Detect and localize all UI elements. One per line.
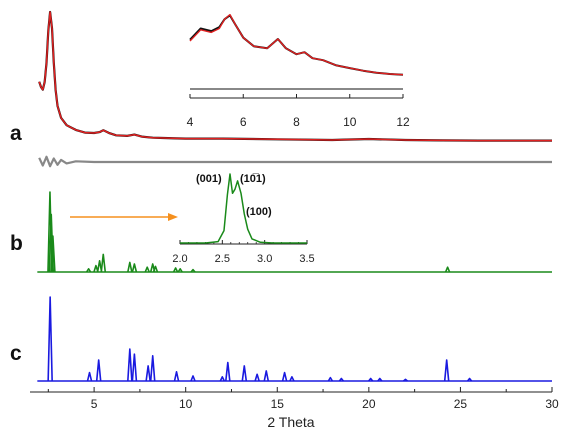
panel-c-peak-5 [145,365,151,382]
inset-b-tick-label-3.0: 3.0 [257,253,272,265]
x-tick-label-25: 25 [454,397,468,411]
x-axis-ticks: 5 10 15 20 25 30 [47,387,559,411]
inset-a-ticks: 4 6 8 10 12 [187,94,410,129]
panel-c-peak-9 [219,376,226,382]
panel-c-peak-15 [289,376,295,382]
panel-c-peak-6 [149,355,156,382]
inset-a-tick-label-4: 4 [187,115,194,129]
panel-label-b: b [10,232,23,255]
panel-b-peak-12 [172,267,179,273]
panel-b-peak-15 [444,266,451,273]
panel-a-plot [38,10,552,168]
inset-a-tick-label-6: 6 [240,115,247,129]
inset-a-tick-label-8: 8 [293,115,300,129]
x-tick-label-5: 5 [91,397,98,411]
panel-b-plot [37,191,552,273]
inset-a-series-1 [189,13,404,76]
panel-c-peak-22 [466,377,473,382]
panel-c-peak-8 [190,375,196,382]
panel-label-c: c [10,342,22,365]
panel-b-peak-7 [127,261,133,273]
panel-b-peak-3 [85,268,92,273]
peak-label-100: (100) [246,206,272,218]
panel-c-peak-4 [131,353,138,382]
x-axis-title: 2 Theta [267,414,314,430]
panel-c-peak-0 [47,296,53,382]
x-tick-label-10: 10 [179,397,193,411]
panel-a-inset: 4 6 8 10 12 [187,13,410,129]
inset-a-tick-label-12: 12 [396,115,410,129]
inset-b-series [180,173,307,244]
inset-b-tick-label-2.5: 2.5 [215,253,230,265]
x-tick-label-20: 20 [362,397,376,411]
panel-a-series-1 [38,11,552,142]
panel-c-peak-17 [338,377,344,382]
x-tick-label-30: 30 [545,397,559,411]
panel-c-peak-1 [86,371,93,382]
panel-c-peak-2 [95,359,102,382]
panel-c-plot [37,296,552,382]
panel-label-a: a [10,122,22,145]
panel-c-peak-12 [254,373,260,382]
panel-c-peak-13 [263,370,270,382]
panel-b-peak-2 [50,235,56,273]
peak-label-001: (001) [196,173,222,185]
inset-b-ticks: 2.0 2.5 3.0 3.5 [172,240,315,265]
panel-b-peak-8 [131,263,138,273]
panel-c-peak-20 [402,378,408,382]
inset-b-tick-label-2.0: 2.0 [172,253,187,265]
panel-b-peak-6 [100,253,107,273]
panel-c-peak-14 [281,371,288,382]
panel-c-peak-21 [443,359,450,382]
inset-b-profile [180,173,307,244]
zoom-arrow [70,213,178,221]
inset-a-tick-label-10: 10 [343,115,357,129]
panel-b-peak-11 [152,265,159,273]
panel-c-peak-19 [377,377,383,382]
panel-b-peak-0 [47,191,53,273]
panel-a-series-2 [38,155,552,168]
x-tick-label-15: 15 [271,397,285,411]
panel-c-peak-10 [225,361,231,382]
panel-c-peak-7 [173,370,180,382]
panel-b-peak-13 [177,268,183,273]
panel-c-peak-16 [327,376,334,382]
panel-c-peak-11 [241,365,248,382]
panel-b-peak-9 [144,266,150,273]
inset-b-tick-label-3.5: 3.5 [299,253,314,265]
panel-b-peak-14 [190,268,196,273]
panel-b-inset: 2.0 2.5 3.0 3.5 (001) (10̅1) (100) [172,173,314,265]
peak-label-10-1: (10̅1) [240,173,266,185]
panel-c-peak-18 [368,377,374,382]
inset-a-series [189,13,404,90]
panel-c-peak-3 [127,348,133,382]
